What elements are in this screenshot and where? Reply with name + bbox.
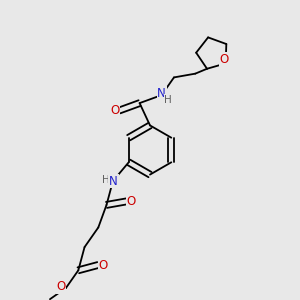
Text: O: O [110, 104, 120, 117]
Text: N: N [157, 87, 166, 100]
Text: H: H [102, 175, 110, 184]
Text: H: H [164, 95, 172, 105]
Text: O: O [56, 280, 66, 293]
Text: N: N [109, 175, 118, 188]
Text: O: O [220, 53, 229, 66]
Text: O: O [98, 259, 107, 272]
Text: O: O [127, 195, 136, 208]
